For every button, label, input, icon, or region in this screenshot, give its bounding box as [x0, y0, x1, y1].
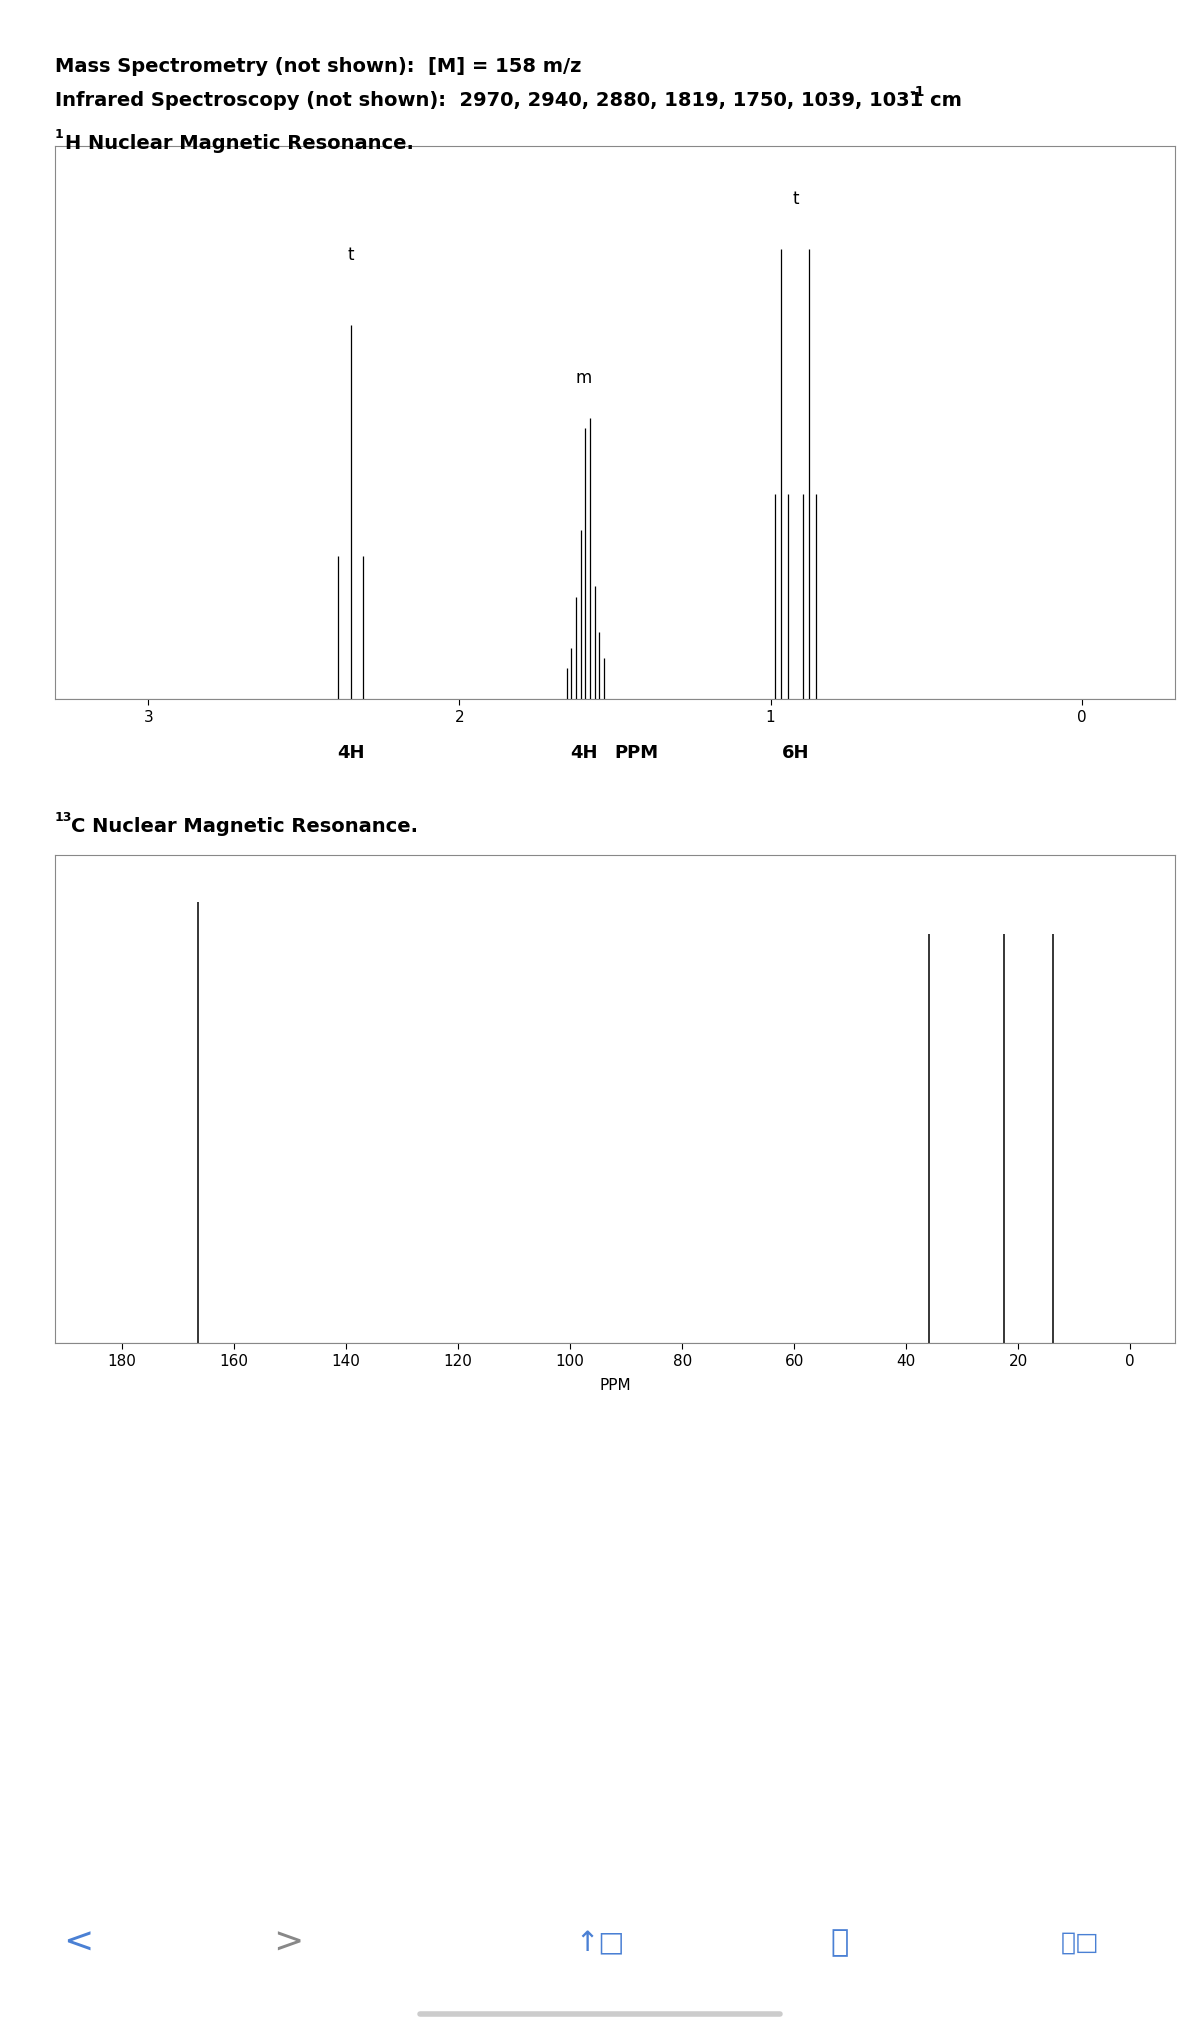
Text: t: t	[347, 246, 354, 264]
Text: Mass Spectrometry (not shown):  [M] = 158 m/z: Mass Spectrometry (not shown): [M] = 158…	[55, 57, 581, 75]
Text: Infrared Spectroscopy (not shown):  2970, 2940, 2880, 1819, 1750, 1039, 1031 cm: Infrared Spectroscopy (not shown): 2970,…	[55, 91, 962, 110]
Text: m: m	[576, 370, 592, 386]
Text: H Nuclear Magnetic Resonance.: H Nuclear Magnetic Resonance.	[65, 134, 414, 152]
Text: t: t	[792, 189, 799, 207]
Text: 📖: 📖	[830, 1928, 850, 1957]
Text: 13: 13	[55, 811, 72, 823]
X-axis label: PPM: PPM	[599, 1378, 631, 1392]
Text: 1: 1	[55, 128, 64, 140]
Text: PPM: PPM	[614, 744, 658, 762]
Text: ⧈□: ⧈□	[1061, 1930, 1099, 1955]
Text: >: >	[272, 1926, 304, 1961]
Text: <: <	[62, 1926, 94, 1961]
Text: C Nuclear Magnetic Resonance.: C Nuclear Magnetic Resonance.	[71, 817, 418, 835]
Text: 4H: 4H	[337, 744, 365, 762]
Text: 4H: 4H	[570, 744, 598, 762]
Text: -1: -1	[910, 85, 925, 100]
Text: 6H: 6H	[781, 744, 809, 762]
Text: ↑□: ↑□	[575, 1928, 625, 1957]
